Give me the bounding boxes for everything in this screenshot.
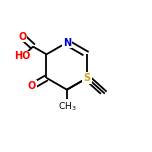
Text: S: S (84, 73, 91, 83)
Text: N: N (83, 73, 91, 83)
Text: O: O (28, 81, 36, 91)
Text: O: O (18, 32, 27, 42)
Text: CH$_3$: CH$_3$ (58, 100, 76, 113)
Text: N: N (63, 38, 71, 48)
Text: HO: HO (14, 52, 31, 61)
